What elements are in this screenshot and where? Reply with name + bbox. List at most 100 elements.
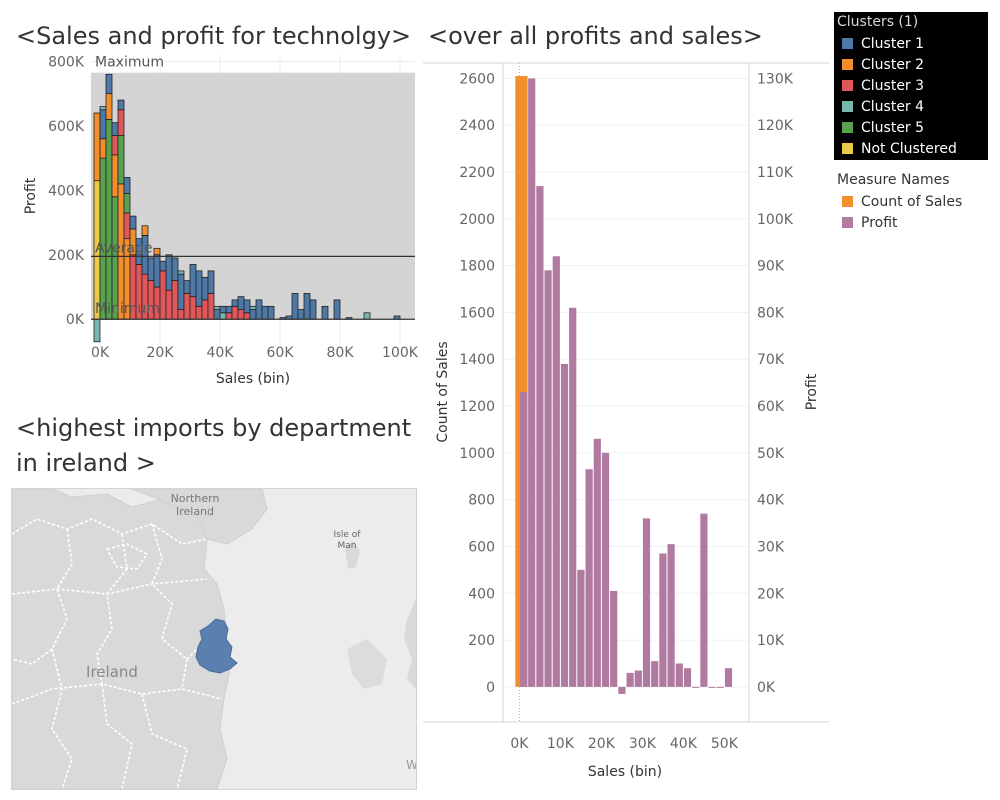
clusters-legend[interactable]: Clusters (1) Cluster 1 Cluster 2 Cluster 3… <box>834 12 988 160</box>
cluster-legend-swatch <box>842 143 853 154</box>
profit-bar <box>708 686 716 688</box>
tech-bar-segment <box>321 305 329 320</box>
overall-right-tick-label: 70K <box>757 352 785 368</box>
overall-left-tick-label: 400 <box>468 586 495 602</box>
tech-bar-segment <box>207 293 215 320</box>
overall-profit-sales-chart[interactable]: 0 200 400 600 800 1000 1200 1400 1600 1800 2000 220… <box>420 55 832 795</box>
cluster-legend-swatch <box>842 59 853 70</box>
northern-ireland-land <box>131 489 268 545</box>
profit-bar <box>675 663 683 687</box>
tech-axes: 0K 20K 40K 60K 80K 100K 0K 200K 400K 600K 800K <box>48 55 419 361</box>
profit-bar <box>536 186 544 687</box>
cluster-legend-swatch <box>842 122 853 133</box>
tech-ref-label-minimum: Minimum <box>95 301 160 317</box>
tech-bar-segment <box>201 299 209 320</box>
overall-left-tick-label: 1000 <box>459 446 495 462</box>
tech-bar-segment <box>213 305 221 310</box>
isle-of-man-land <box>345 541 360 569</box>
tech-bar-segment <box>249 309 257 320</box>
tech-bar-segment <box>177 270 185 275</box>
tech-x-tick-label: 80K <box>327 345 355 361</box>
profit-bar <box>683 668 692 687</box>
tech-bars <box>93 73 401 343</box>
profit-bar <box>552 256 560 687</box>
tech-bar-segment <box>93 112 101 182</box>
tech-bar-segment <box>153 254 161 288</box>
tech-bar-segment <box>99 157 107 320</box>
overall-left-tick-label: 2000 <box>459 212 495 228</box>
overall-left-tick-label: 600 <box>468 539 495 555</box>
cluster-legend-item[interactable]: Cluster 5 <box>834 117 988 138</box>
profit-bar <box>651 661 659 687</box>
overall-right-tick-label: 80K <box>757 305 785 321</box>
measure-legend-item[interactable]: Count of Sales <box>834 191 994 212</box>
measure-names-legend[interactable]: Measure Names Count of Sales Profit <box>834 170 994 233</box>
tech-y-tick-label: 800K <box>48 55 85 70</box>
tech-bar-segment <box>159 260 167 272</box>
overall-x-tick-label: 10K <box>547 736 575 752</box>
tech-x-tick-label: 0K <box>91 345 110 361</box>
overall-x-tick-label: 50K <box>711 736 739 752</box>
tech-bar-segment <box>231 305 239 320</box>
tech-bar-segment <box>177 309 185 320</box>
profit-bar <box>528 78 536 687</box>
tech-bar-segment <box>165 254 173 291</box>
tech-bar-segment <box>99 106 107 111</box>
cluster-legend-item[interactable]: Cluster 1 <box>834 33 988 54</box>
tech-bar-segment <box>141 225 149 236</box>
measure-legend-label: Profit <box>861 214 898 231</box>
clusters-legend-title: Clusters (1) <box>837 14 919 30</box>
tech-bar-segment <box>165 289 173 320</box>
tech-bar-segment <box>129 215 137 230</box>
overall-chart-title: <over all profits and sales> <box>428 22 763 50</box>
profit-bar <box>610 590 618 687</box>
tech-y-tick-label: 0K <box>66 312 85 328</box>
tech-bar-segment <box>219 305 227 314</box>
profit-bar <box>634 670 642 687</box>
profit-bar <box>700 513 708 687</box>
map-label-edge: W <box>406 758 416 772</box>
cluster-legend-item[interactable]: Cluster 2 <box>834 54 988 75</box>
profit-bar <box>593 438 601 687</box>
profit-bar <box>544 270 552 687</box>
cluster-legend-label: Cluster 5 <box>861 119 925 136</box>
cluster-legend-swatch <box>842 38 853 49</box>
profit-bar <box>601 452 610 687</box>
tech-bar-segment <box>111 154 119 198</box>
profit-bar <box>626 672 634 687</box>
tech-bar-segment <box>171 280 179 320</box>
tech-bar-segment <box>111 135 119 156</box>
map-label-isle-of-man: Isle of Man <box>334 530 362 551</box>
overall-right-tick-label: 130K <box>757 71 794 87</box>
tech-bar-segment <box>261 305 269 320</box>
britain-land <box>404 599 416 689</box>
map-label-northern-ireland: Northern Ireland <box>171 492 220 518</box>
measure-legend-swatch <box>842 217 853 228</box>
overall-left-tick-label: 200 <box>468 633 495 649</box>
overall-left-axis-title: Count of Sales <box>435 341 451 442</box>
tech-bar-segment <box>213 309 221 320</box>
tech-bar-segment <box>111 122 119 136</box>
cluster-legend-item[interactable]: Not Clustered <box>834 138 988 159</box>
tech-bar-segment <box>147 257 155 281</box>
cluster-legend-label: Cluster 2 <box>861 56 925 73</box>
cluster-legend-item[interactable]: Cluster 3 <box>834 75 988 96</box>
profit-bar <box>560 363 569 687</box>
profit-bar <box>667 544 675 687</box>
tech-bar-segment <box>195 305 203 320</box>
overall-left-tick-label: 2400 <box>459 118 495 134</box>
overall-x-tick-label: 30K <box>629 736 657 752</box>
tech-y-tick-label: 400K <box>48 183 85 199</box>
overall-left-tick-label: 0 <box>486 680 495 696</box>
tech-bar-segment <box>117 109 125 136</box>
tech-bar-segment <box>99 138 107 159</box>
ireland-land <box>12 489 231 789</box>
tech-bar-segment <box>123 212 131 240</box>
tech-sales-profit-chart[interactable]: Maximum Average Minimum 0K 20K 40K 60K 80K 100K… <box>0 55 420 395</box>
tech-x-tick-label: 60K <box>267 345 295 361</box>
measure-legend-item[interactable]: Profit <box>834 212 994 233</box>
tech-bar-segment <box>123 193 131 214</box>
cluster-legend-item[interactable]: Cluster 4 <box>834 96 988 117</box>
